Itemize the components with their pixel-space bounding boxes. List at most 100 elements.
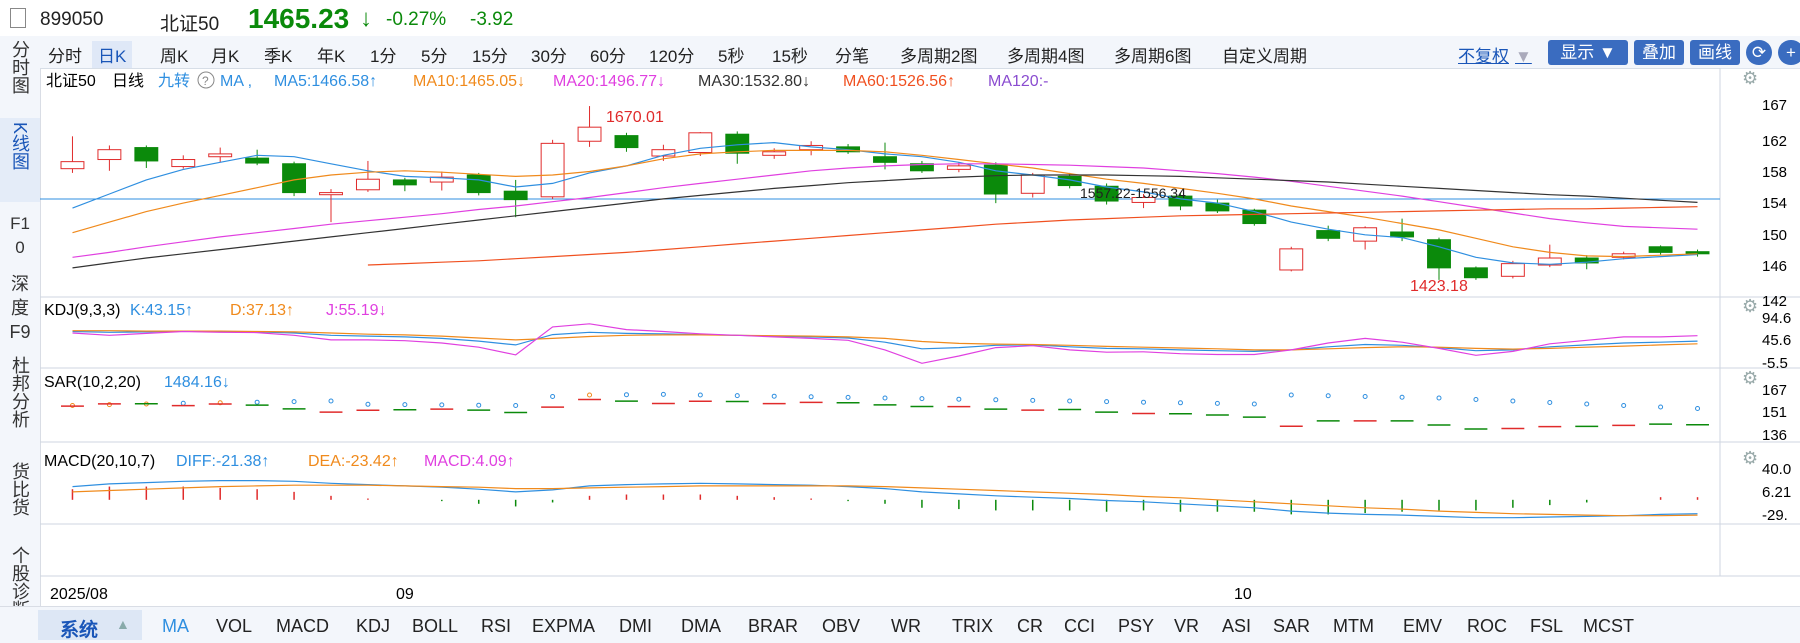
sar-point xyxy=(402,402,408,408)
tab-indicator[interactable]: CCI xyxy=(1064,616,1095,636)
sidebar-toggle-icon[interactable] xyxy=(10,8,26,28)
axis-tick: 151 xyxy=(1762,404,1787,421)
tab-indicator[interactable]: DMA xyxy=(681,616,721,636)
tab-indicator[interactable]: OBV xyxy=(822,616,861,636)
left-tab-label: F10 xyxy=(10,214,30,257)
candle-body xyxy=(503,190,528,201)
left-tab-compare[interactable]: 货比货 xyxy=(0,460,40,538)
tab-period[interactable]: 分笔 xyxy=(835,47,869,66)
help-icon[interactable] xyxy=(197,71,215,89)
gear-icon[interactable]: ⚙ xyxy=(1742,448,1758,468)
display-label: 显示 xyxy=(1560,43,1595,62)
gear-icon[interactable]: ⚙ xyxy=(1742,68,1758,88)
ma5-line xyxy=(72,141,1698,265)
tab-indicator[interactable]: EXPMA xyxy=(532,616,596,636)
tab-indicator[interactable]: BRAR xyxy=(748,616,799,636)
sar-point xyxy=(1067,398,1073,404)
axis-tick: 45.6 xyxy=(1762,332,1791,349)
sar-point xyxy=(1658,404,1664,410)
sar-point xyxy=(328,398,334,404)
tab-period[interactable]: 周K xyxy=(160,47,189,66)
tab-indicator[interactable]: WR xyxy=(891,616,921,636)
axis-tick: 150 xyxy=(1762,227,1787,244)
tab-period[interactable]: 季K xyxy=(264,47,293,66)
left-tab-diagnose[interactable]: 个股诊断 xyxy=(0,544,40,640)
candle-body xyxy=(208,153,233,158)
kline-chart[interactable]: 北证50 日线 九转 ? MA , MA5:1466.58↑ MA10:1465… xyxy=(40,68,1800,606)
macd-diff-line xyxy=(72,480,1698,519)
draw-line-button[interactable]: 画线 xyxy=(1690,40,1740,65)
legend-jiuzhuan[interactable]: 九转 xyxy=(158,72,190,90)
sar-point xyxy=(439,402,445,408)
price-down-icon: ↓ xyxy=(360,5,372,32)
axis-tick: 146 xyxy=(1762,258,1787,275)
tab-indicator[interactable]: TRIX xyxy=(952,616,994,636)
tab-indicator[interactable]: FSL xyxy=(1530,616,1564,636)
tab-indicator-active[interactable]: MA xyxy=(162,616,189,636)
ma10-line xyxy=(72,149,1698,258)
tab-indicator[interactable]: BOLL xyxy=(412,616,459,636)
tab-period[interactable]: 月K xyxy=(211,47,240,66)
candle-body xyxy=(429,176,454,183)
tab-period[interactable]: 60分 xyxy=(590,47,626,66)
tab-period[interactable]: 5分 xyxy=(421,47,448,66)
tab-indicator[interactable]: MACD xyxy=(276,616,329,636)
candle-body xyxy=(1611,253,1636,258)
gear-icon[interactable]: ⚙ xyxy=(1742,368,1758,388)
tab-indicator[interactable]: RSI xyxy=(481,616,512,636)
axis-tick: 136 xyxy=(1762,427,1787,444)
left-tab-kline[interactable]: K线图 xyxy=(0,118,40,202)
tab-period[interactable]: 多周期4图 xyxy=(1007,47,1085,66)
sar-point xyxy=(217,400,223,406)
gear-icon[interactable]: ⚙ xyxy=(1742,296,1758,316)
display-button[interactable]: 显示 ▼ xyxy=(1548,40,1628,65)
tab-indicator[interactable]: SAR xyxy=(1273,616,1311,636)
tab-indicator[interactable]: EMV xyxy=(1403,616,1443,636)
tab-period[interactable]: 15秒 xyxy=(772,47,808,66)
tab-period[interactable]: 30分 xyxy=(531,47,567,66)
fuquan-dropdown[interactable]: 不复权 ▼ xyxy=(1452,41,1538,68)
tab-indicator[interactable]: PSY xyxy=(1118,616,1155,636)
sar-point xyxy=(623,392,629,398)
tab-indicator[interactable]: VR xyxy=(1174,616,1200,636)
tab-indicator[interactable]: MCST xyxy=(1583,616,1634,636)
tab-indicator[interactable]: MTM xyxy=(1333,616,1374,636)
tab-indicator[interactable]: ROC xyxy=(1467,616,1507,636)
left-tab-f10[interactable]: F10 xyxy=(0,208,40,264)
candle-body xyxy=(245,157,270,164)
left-tab-f9[interactable]: 深度F9 xyxy=(0,270,40,348)
tab-period[interactable]: 自定义周期 xyxy=(1222,47,1307,66)
tab-period[interactable]: 120分 xyxy=(649,47,695,66)
candle-body xyxy=(1685,251,1710,255)
add-icon[interactable]: + xyxy=(1778,40,1800,65)
candle-body xyxy=(1131,197,1156,203)
sar-point xyxy=(660,391,666,397)
tab-period[interactable]: 分时 xyxy=(48,47,82,66)
left-tab-fenshi[interactable]: 分时图 xyxy=(0,38,40,114)
candle-body xyxy=(60,161,85,170)
overlay-button[interactable]: 叠加 xyxy=(1634,40,1684,65)
refresh-icon[interactable]: ⟳ xyxy=(1746,40,1772,65)
system-button[interactable]: 系统 ▲ xyxy=(38,610,142,641)
sar-point xyxy=(254,399,260,405)
tab-period[interactable]: 1分 xyxy=(370,47,397,66)
left-tab-label: 货比货 xyxy=(10,462,30,516)
tab-period[interactable]: 多周期2图 xyxy=(900,47,978,66)
tab-indicator[interactable]: KDJ xyxy=(356,616,391,636)
sar-legend-name: SAR(10,2,20) xyxy=(44,374,141,391)
sar-point xyxy=(1547,400,1553,405)
tab-indicator[interactable]: ASI xyxy=(1222,616,1252,636)
tab-period-active[interactable]: 日K xyxy=(92,41,133,68)
sar-point xyxy=(808,394,814,400)
tab-indicator[interactable]: VOL xyxy=(216,616,253,636)
sar-plot xyxy=(61,391,1709,430)
left-tab-dupont[interactable]: 杜邦分析 xyxy=(0,354,40,454)
tab-period[interactable]: 多周期6图 xyxy=(1114,47,1192,66)
candle-body xyxy=(762,151,787,156)
candle-body xyxy=(466,174,491,194)
tab-period[interactable]: 15分 xyxy=(472,47,508,66)
tab-period[interactable]: 5秒 xyxy=(718,47,745,66)
tab-indicator[interactable]: CR xyxy=(1017,616,1043,636)
tab-indicator[interactable]: DMI xyxy=(619,616,652,636)
tab-period[interactable]: 年K xyxy=(317,47,346,66)
